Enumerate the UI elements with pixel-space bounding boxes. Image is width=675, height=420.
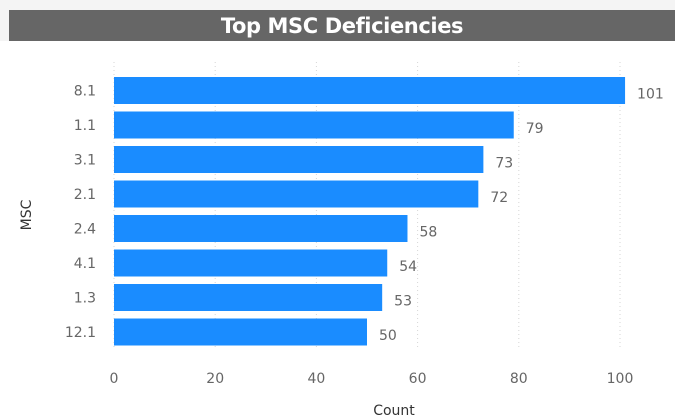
data-label-1.3: 53	[394, 294, 412, 310]
x-tick-label-100: 100	[607, 371, 634, 387]
data-label-1.1: 79	[526, 121, 544, 137]
bar-2.1[interactable]	[114, 180, 479, 208]
data-label-3.1: 73	[495, 156, 513, 172]
y-axis-title: MSC	[19, 199, 35, 230]
y-tick-label-8.1: 8.1	[74, 84, 96, 100]
x-tick-label-20: 20	[206, 371, 224, 387]
bar-2.4[interactable]	[114, 215, 408, 242]
chart-title: Top MSC Deficiencies	[220, 13, 464, 38]
y-tick-label-4.1: 4.1	[74, 256, 96, 272]
data-label-12.1: 50	[379, 328, 397, 344]
bars	[114, 77, 626, 346]
y-tick-label-2.1: 2.1	[74, 187, 96, 203]
y-axis-ticks: 8.1 1.1 3.1 2.1 2.4 4.1 1.3 12.1	[65, 84, 96, 342]
bar-3.1[interactable]	[114, 146, 484, 173]
data-labels: 101 79 73 72 58 54 53 50	[379, 87, 664, 345]
data-label-8.1: 101	[637, 87, 664, 103]
y-tick-label-2.4: 2.4	[74, 222, 96, 238]
chart-title-bar: Top MSC Deficiencies	[9, 10, 675, 41]
bar-4.1[interactable]	[114, 249, 388, 277]
bar-1.1[interactable]	[114, 111, 514, 139]
y-tick-label-1.3: 1.3	[74, 291, 96, 307]
x-tick-label-80: 80	[510, 371, 528, 387]
data-label-4.1: 54	[399, 259, 417, 275]
data-label-2.1: 72	[490, 190, 508, 206]
x-axis-ticks: 0 20 40 60 80 100	[110, 371, 634, 387]
x-tick-label-40: 40	[307, 371, 325, 387]
y-tick-label-3.1: 3.1	[74, 153, 96, 169]
data-label-2.4: 58	[419, 225, 437, 241]
y-tick-label-12.1: 12.1	[65, 325, 96, 341]
x-axis-title: Count	[373, 403, 415, 419]
x-tick-label-0: 0	[110, 371, 119, 387]
x-tick-label-60: 60	[409, 371, 427, 387]
y-tick-label-1.1: 1.1	[74, 118, 96, 134]
bar-12.1[interactable]	[114, 318, 367, 346]
bar-1.3[interactable]	[114, 284, 383, 311]
bar-8.1[interactable]	[114, 77, 626, 104]
